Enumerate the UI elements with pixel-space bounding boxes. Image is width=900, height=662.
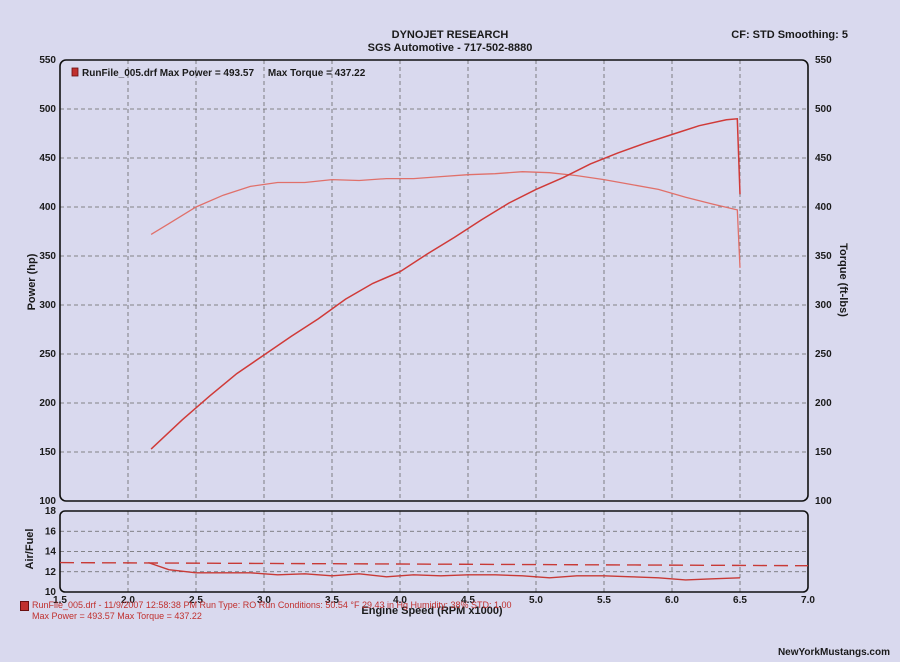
- power-axis-label: Power (hp): [26, 253, 38, 310]
- power-axis-ticks: 100 150 200 250 300 350 400 450 500 550: [39, 55, 56, 507]
- x-tick-label: 1.5: [53, 595, 67, 606]
- max-info: Max Power = 493.57 Max Torque = 437.22: [32, 611, 202, 621]
- afr-grid: [60, 511, 808, 592]
- power-tick-label: 500: [39, 104, 56, 115]
- main-grid: [60, 60, 808, 501]
- power-tick-label: 150: [39, 447, 56, 458]
- power-tick-label: 550: [39, 55, 56, 66]
- power-tick-label: 350: [39, 251, 56, 262]
- run-info: RunFile_005.drf - 11/9/2007 12:58:38 PM …: [32, 600, 512, 610]
- afr-tick-label: 10: [45, 587, 57, 598]
- series-layer: [59, 117, 809, 581]
- x-tick-label: 4.5: [461, 595, 475, 606]
- afr-series-line: [148, 561, 741, 581]
- afr-tick-label: 14: [45, 547, 57, 558]
- afr-axis-label: Air/Fuel: [24, 529, 36, 570]
- torque-axis-ticks: 100 150 200 250 300 350 400 450 500 550: [815, 55, 832, 507]
- torque-tick-label: 400: [815, 202, 832, 213]
- torque-tick-label: 150: [815, 447, 832, 458]
- torque-tick-label: 300: [815, 300, 832, 311]
- afr-tick-label: 18: [45, 506, 57, 517]
- correction-info: CF: STD Smoothing: 5: [731, 29, 848, 41]
- torque-tick-label: 550: [815, 55, 832, 66]
- power-tick-label: 100: [39, 496, 56, 507]
- afr-target-line: [59, 561, 809, 567]
- legend-swatch: [71, 67, 79, 77]
- x-tick-label: 6.0: [665, 595, 679, 606]
- x-tick-label: 2.5: [189, 595, 203, 606]
- torque-tick-label: 250: [815, 349, 832, 360]
- power-tick-label: 300: [39, 300, 56, 311]
- power-series-line: [150, 117, 741, 450]
- power-tick-label: 250: [39, 349, 56, 360]
- afr-tick-label: 12: [45, 567, 57, 578]
- x-tick-label: 7.0: [801, 595, 815, 606]
- afr-plot-frame: [59, 510, 809, 593]
- torque-tick-label: 450: [815, 153, 832, 164]
- torque-tick-label: 350: [815, 251, 832, 262]
- footer-legend-swatch: [20, 601, 29, 611]
- afr-tick-label: 16: [45, 526, 57, 537]
- torque-series-line: [150, 171, 741, 268]
- watermark: NewYorkMustangs.com: [777, 647, 890, 658]
- x-tick-label: 3.5: [325, 595, 339, 606]
- x-tick-label: 2.0: [121, 595, 135, 606]
- power-tick-label: 200: [39, 398, 56, 409]
- x-tick-label: 3.0: [257, 595, 271, 606]
- torque-tick-label: 200: [815, 398, 832, 409]
- rpm-axis-label: Engine Speed (RPM x1000): [361, 605, 503, 617]
- x-tick-label: 5.5: [597, 595, 611, 606]
- rpm-axis-ticks: 1.5 2.0 2.5 3.0 3.5 4.0 4.5 5.0 5.5 6.0 6.5 7.0: [53, 595, 815, 606]
- x-tick-label: 5.0: [529, 595, 543, 606]
- torque-tick-label: 100: [815, 496, 832, 507]
- chart-subtitle: SGS Automotive - 717-502-8880: [367, 42, 533, 54]
- afr-axis-ticks: 10 12 14 16 18: [45, 506, 57, 598]
- x-tick-label: 6.5: [733, 595, 747, 606]
- torque-axis-label: Torque (ft-lbs): [837, 243, 849, 317]
- power-tick-label: 400: [39, 202, 56, 213]
- main-plot-frame: [59, 59, 809, 502]
- power-tick-label: 450: [39, 153, 56, 164]
- x-tick-label: 4.0: [393, 595, 407, 606]
- legend-entry: RunFile_005.drf Max Power = 493.57 Max T…: [82, 68, 366, 79]
- torque-tick-label: 500: [815, 104, 832, 115]
- chart-title: DYNOJET RESEARCH: [391, 29, 509, 41]
